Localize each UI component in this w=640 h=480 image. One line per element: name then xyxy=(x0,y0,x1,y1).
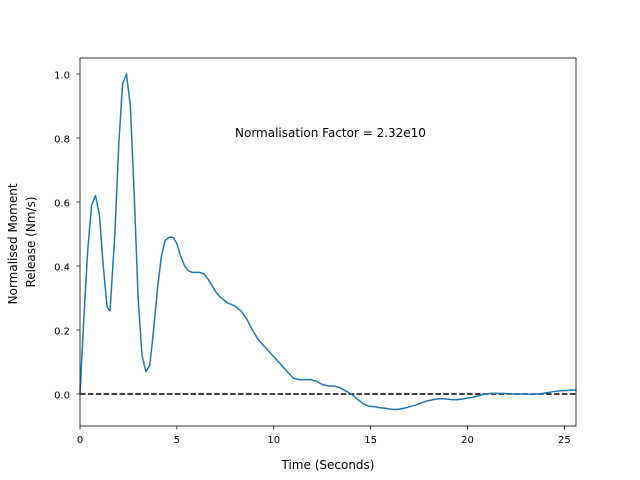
x-tick-label: 0 xyxy=(77,435,83,446)
series-line-0 xyxy=(79,73,577,411)
y-axis-ticks: 0.0 0.2 0.4 0.6 0.8 1.0 xyxy=(54,71,80,402)
plot-frame xyxy=(79,57,577,427)
x-axis-ticks: 0 5 10 15 20 25 xyxy=(77,426,571,446)
y-axis-label: Normalised Moment Release (Nm/s) xyxy=(6,180,38,305)
annotation-text: Normalisation Factor = 2.32e10 xyxy=(235,126,426,140)
plot-background xyxy=(80,58,576,426)
y-tick-label: 0.8 xyxy=(54,135,70,146)
x-tick-label: 5 xyxy=(174,435,180,446)
y-tick-label: 0.4 xyxy=(54,263,70,274)
x-axis-label: Time (Seconds) xyxy=(281,458,375,472)
y-tick-label: 1.0 xyxy=(54,71,70,82)
x-tick-label: 15 xyxy=(364,435,377,446)
x-tick-label: 10 xyxy=(267,435,280,446)
x-tick-label: 25 xyxy=(558,435,571,446)
x-tick-label: 20 xyxy=(461,435,474,446)
y-tick-label: 0.2 xyxy=(54,327,70,338)
y-tick-label: 0.6 xyxy=(54,199,70,210)
y-axis-label-line-1: Normalised Moment xyxy=(6,183,20,304)
y-axis-label-line-2: Release (Nm/s) xyxy=(24,196,38,287)
series-layer xyxy=(79,73,577,411)
y-tick-label: 0.0 xyxy=(54,391,70,402)
